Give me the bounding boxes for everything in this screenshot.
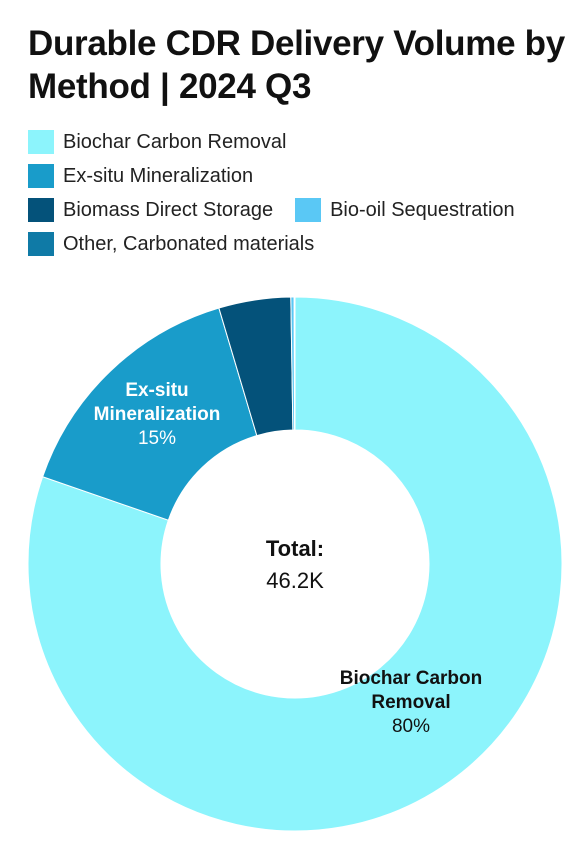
legend-label: Biochar Carbon Removal (63, 130, 287, 153)
slice-label-name: Removal (371, 692, 450, 713)
legend-item-bio-oil-sequestration[interactable]: Bio-oil Sequestration (295, 198, 515, 222)
chart-legend: Biochar Carbon Removal Ex-situ Mineraliza… (28, 130, 573, 256)
legend-label: Bio-oil Sequestration (330, 198, 515, 221)
slice-label-name: Biochar Carbon (340, 668, 483, 689)
chart-title: Durable CDR Delivery Volume by Method | … (28, 24, 565, 106)
legend-label: Ex-situ Mineralization (63, 164, 254, 187)
legend-item-biomass-direct-storage[interactable]: Biomass Direct Storage (28, 198, 273, 222)
legend-item-ex-situ-mineralization[interactable]: Ex-situ Mineralization (28, 164, 253, 188)
legend-swatch (295, 198, 322, 222)
legend-swatch (28, 130, 54, 154)
legend-item-other-carbonated-materials[interactable]: Other, Carbonated materials (28, 232, 314, 256)
legend-swatch (28, 232, 54, 256)
legend-label: Other, Carbonated materials (63, 232, 315, 255)
legend-item-biochar-carbon-removal[interactable]: Biochar Carbon Removal (28, 130, 286, 154)
center-total-label: Total: (266, 536, 324, 561)
donut-chart: Biochar Carbon Removal 80% Ex-situ Mineraliz… (27, 296, 563, 832)
legend-label: Biomass Direct Storage (63, 198, 274, 221)
slice-label-name: Ex-situ (125, 380, 188, 401)
slice-label-percent: 80% (392, 716, 430, 737)
slice-label-name: Mineralization (94, 404, 221, 425)
legend-swatch (28, 164, 54, 188)
slice-ex-situ-mineralization[interactable] (42, 307, 258, 521)
legend-swatch (28, 198, 54, 222)
slice-label-percent: 15% (138, 428, 176, 449)
slice-biochar-carbon-removal[interactable] (27, 296, 563, 832)
center-total-value: 46.2K (266, 568, 324, 593)
slice-other-carbonated-materials[interactable] (293, 296, 296, 431)
